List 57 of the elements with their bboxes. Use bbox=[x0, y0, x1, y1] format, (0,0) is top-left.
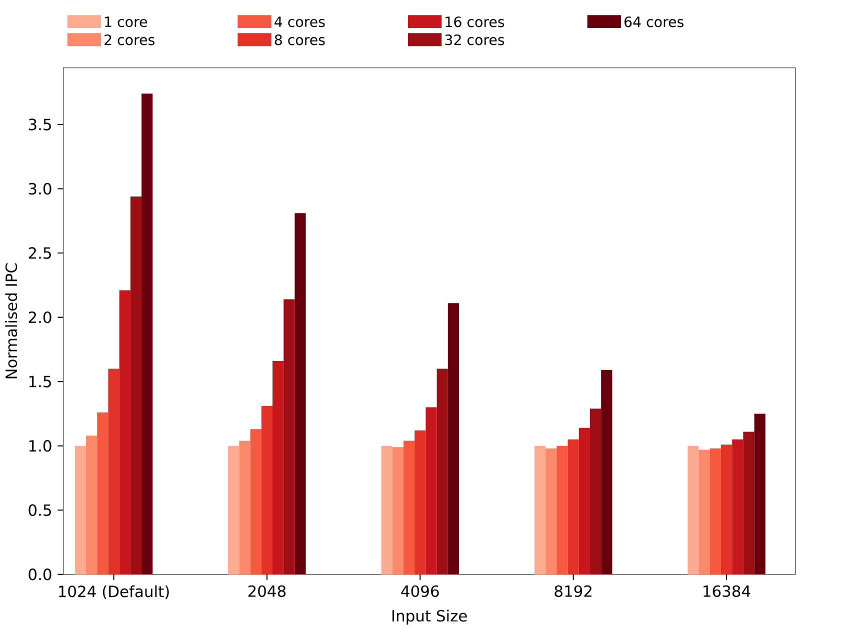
bar bbox=[261, 406, 272, 574]
legend-label: 1 core bbox=[105, 16, 148, 28]
y-tick-label: 2.0 bbox=[28, 311, 52, 324]
bar bbox=[601, 370, 612, 574]
bar bbox=[556, 446, 568, 574]
bar bbox=[754, 414, 766, 574]
bar bbox=[294, 213, 306, 574]
legend-label: 16 cores bbox=[446, 16, 504, 28]
x-tick-label: 1024 (Default) bbox=[59, 585, 169, 600]
bar bbox=[392, 447, 404, 574]
bar bbox=[403, 440, 415, 574]
bar bbox=[108, 368, 120, 574]
bar bbox=[284, 299, 295, 574]
legend-label: 4 cores bbox=[274, 16, 325, 28]
bar bbox=[448, 303, 460, 574]
legend-label: 8 cores bbox=[274, 34, 325, 46]
bar bbox=[414, 430, 426, 574]
bar bbox=[732, 439, 744, 574]
bar bbox=[743, 432, 754, 574]
bar bbox=[250, 429, 262, 574]
x-tick-label: 8192 bbox=[554, 585, 592, 597]
bar bbox=[590, 408, 602, 574]
y-tick-label: 2.5 bbox=[28, 247, 51, 259]
bar bbox=[710, 448, 721, 574]
y-axis-title: Normalised IPC bbox=[5, 263, 18, 378]
y-tick-label: 0.0 bbox=[28, 568, 52, 580]
bar bbox=[546, 448, 557, 574]
bar bbox=[698, 450, 710, 574]
x-tick-label: 16384 bbox=[704, 585, 750, 597]
bar bbox=[272, 360, 284, 574]
bar bbox=[86, 436, 98, 574]
bar bbox=[228, 446, 240, 574]
bar bbox=[381, 446, 392, 574]
bar bbox=[142, 94, 153, 574]
bar bbox=[436, 368, 448, 574]
bar bbox=[97, 412, 108, 574]
y-tick-label: 1.0 bbox=[29, 440, 52, 452]
bar bbox=[568, 439, 579, 574]
bar bbox=[578, 428, 590, 574]
bar bbox=[130, 196, 142, 574]
x-tick-label: 2048 bbox=[248, 585, 286, 597]
bar bbox=[720, 444, 732, 574]
y-tick-label: 3.5 bbox=[28, 118, 51, 130]
legend-label: 2 cores bbox=[104, 34, 154, 46]
legend-label: 64 cores bbox=[624, 16, 684, 28]
legend-label: 32 cores bbox=[445, 34, 504, 46]
bar bbox=[119, 290, 130, 574]
y-tick-label: 0.5 bbox=[28, 504, 51, 516]
y-tick-label: 1.5 bbox=[29, 376, 51, 388]
bar bbox=[239, 440, 250, 574]
bar bbox=[426, 407, 437, 574]
x-tick-label: 4096 bbox=[401, 585, 439, 597]
bar bbox=[688, 446, 699, 574]
x-axis-title: Input Size bbox=[392, 610, 467, 625]
bar bbox=[534, 446, 546, 574]
y-tick-label: 3.0 bbox=[28, 182, 52, 195]
bar bbox=[74, 446, 86, 574]
